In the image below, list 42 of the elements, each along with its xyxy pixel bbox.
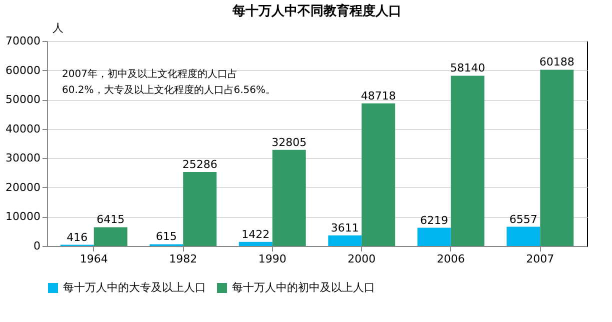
- bar: [540, 70, 574, 246]
- data-label: 1422: [242, 228, 270, 241]
- data-label: 416: [66, 230, 88, 244]
- y-axis-title: 人: [52, 22, 64, 34]
- data-label: 60188: [539, 56, 574, 69]
- y-tick-label: 50000: [6, 93, 40, 106]
- x-tick-label: 2006: [436, 252, 465, 266]
- x-tick-label: 1990: [258, 252, 286, 266]
- data-label: 32805: [272, 136, 307, 149]
- bar: [238, 242, 272, 246]
- bar: [417, 228, 451, 246]
- annotation: 60.2%，大专及以上文化程度的人口占6.56%。: [62, 84, 276, 96]
- bar: [506, 226, 540, 246]
- bar: [362, 103, 396, 246]
- data-label: 615: [156, 230, 177, 244]
- data-label: 6415: [96, 213, 125, 226]
- data-label: 58140: [450, 62, 486, 75]
- y-tick-label: 40000: [6, 122, 40, 136]
- bar: [94, 227, 128, 246]
- y-tick-label: 10000: [6, 210, 40, 224]
- annotation: 2007年，初中及以上文化程度的人口占: [62, 68, 238, 80]
- x-tick-label: 1964: [80, 252, 108, 266]
- data-label: 6557: [509, 212, 538, 226]
- data-label: 6219: [420, 214, 448, 227]
- x-tick-label: 2000: [348, 252, 376, 266]
- data-label: 48718: [360, 89, 396, 102]
- bar: [183, 172, 217, 246]
- y-tick-label: 20000: [6, 180, 40, 194]
- y-tick-label: 60000: [6, 64, 40, 77]
- chart-title: 每十万人中不同教育程度人口: [232, 3, 402, 19]
- x-tick-label: 1982: [169, 252, 198, 266]
- y-tick-label: 0: [34, 240, 40, 252]
- x-tick-label: 2007: [526, 252, 554, 266]
- data-label: 25286: [182, 158, 218, 171]
- bar: [450, 76, 484, 246]
- bar: [328, 235, 362, 246]
- legend-label: 每十万人中的初中及以上人口: [232, 281, 375, 294]
- bar: [272, 150, 306, 246]
- legend-label: 每十万人中的大专及以上人口: [63, 281, 206, 294]
- data-label: 3611: [330, 221, 359, 234]
- y-tick-label: 30000: [6, 152, 40, 165]
- y-tick-label: 70000: [6, 34, 40, 48]
